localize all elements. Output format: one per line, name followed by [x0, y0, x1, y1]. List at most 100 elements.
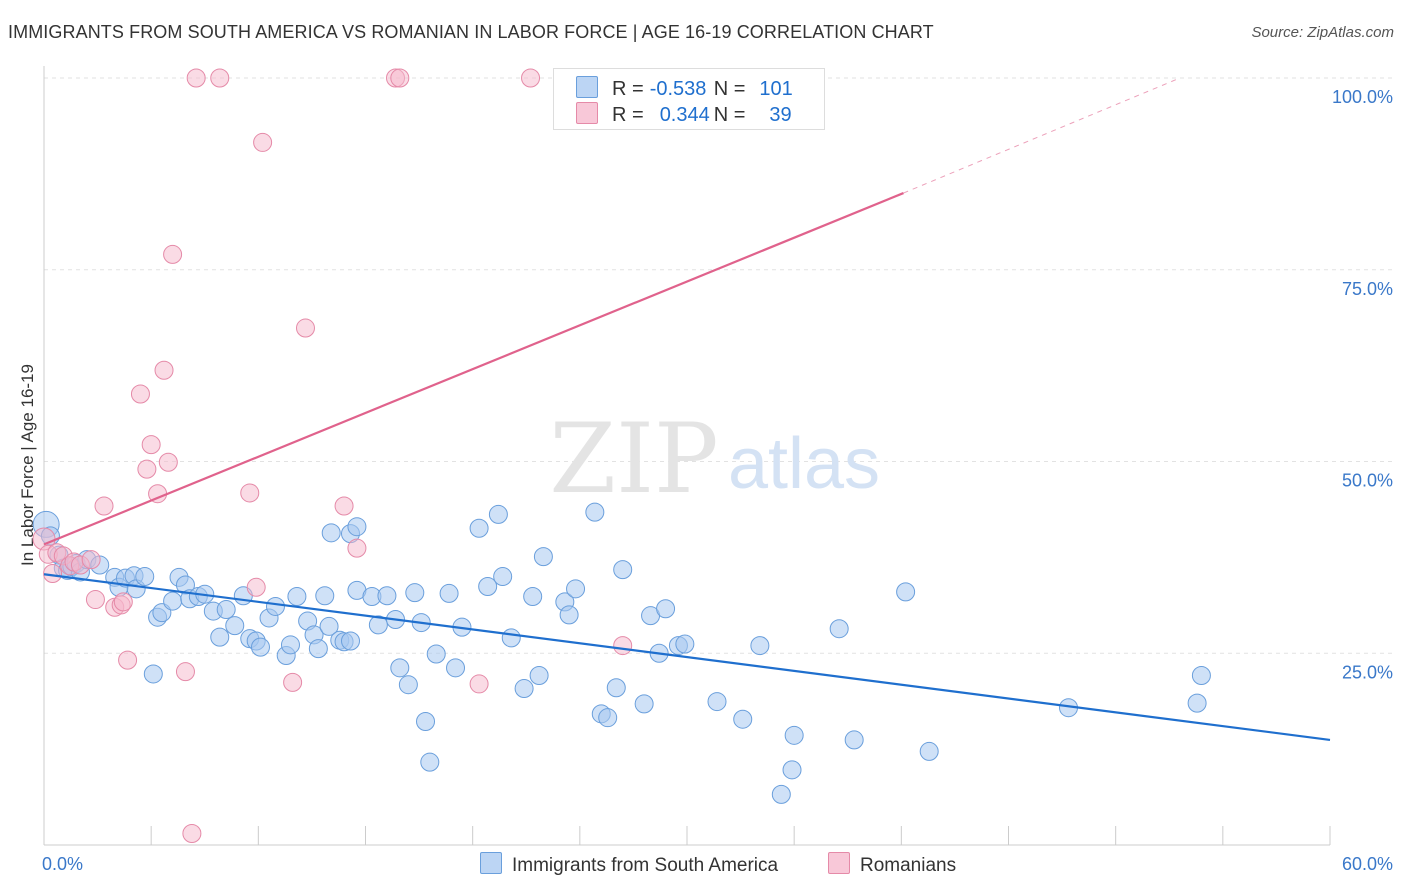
data-point-immigrants	[426, 644, 446, 664]
data-point-romanians	[334, 496, 354, 516]
data-point-immigrants	[469, 518, 489, 538]
watermark-atlas: atlas	[728, 424, 880, 504]
data-point-immigrants	[675, 634, 695, 654]
data-point-romanians	[94, 496, 114, 516]
data-point-immigrants	[533, 547, 553, 567]
data-point-immigrants	[559, 605, 579, 625]
trendline-immigrants	[43, 573, 1331, 742]
data-point-immigrants	[1187, 693, 1207, 713]
data-point-immigrants	[566, 579, 586, 599]
correlation-legend: R = -0.538 N = 101 R = 0.344 N = 39	[553, 68, 825, 130]
data-point-immigrants	[523, 586, 543, 606]
data-point-immigrants	[919, 741, 939, 761]
data-point-romanians	[210, 68, 230, 88]
chart-title: IMMIGRANTS FROM SOUTH AMERICA VS ROMANIA…	[8, 22, 934, 42]
source-label: Source: ZipAtlas.com	[1251, 24, 1394, 41]
legend-swatch-blue	[576, 76, 598, 98]
data-point-immigrants	[347, 517, 367, 537]
y-tick-label: 50.0%	[1342, 471, 1393, 491]
bottom-legend-romanians: Romanians	[828, 852, 956, 877]
data-point-immigrants	[377, 586, 397, 606]
data-point-romanians	[283, 672, 303, 692]
data-point-romanians	[141, 435, 161, 455]
watermark-zip: ZIP	[549, 403, 718, 515]
data-point-immigrants	[265, 596, 285, 616]
x-tick-label: 60.0%	[1342, 854, 1393, 874]
y-tick-label: 100.0%	[1332, 87, 1393, 107]
data-point-romanians	[182, 823, 202, 843]
data-point-immigrants	[280, 635, 300, 655]
legend-r-label: R =	[612, 78, 644, 100]
trendline-romanians-extension	[903, 77, 1181, 194]
data-point-immigrants	[1191, 665, 1211, 685]
legend-n-label: N =	[713, 104, 746, 126]
data-point-immigrants	[613, 560, 633, 580]
data-point-romanians	[158, 452, 178, 472]
data-point-immigrants	[439, 583, 459, 603]
data-point-immigrants	[733, 709, 753, 729]
data-point-romanians	[246, 577, 266, 597]
trend-lines	[43, 77, 1331, 742]
data-point-immigrants	[606, 678, 626, 698]
data-point-romanians	[240, 483, 260, 503]
data-point-immigrants	[416, 712, 436, 732]
data-point-immigrants	[405, 583, 425, 603]
data-point-romanians	[186, 68, 206, 88]
grid-lines	[44, 77, 1392, 654]
data-point-romanians	[137, 459, 157, 479]
legend-r-value: -0.538	[649, 78, 707, 100]
data-point-immigrants	[771, 784, 791, 804]
data-point-immigrants	[315, 586, 335, 606]
data-point-immigrants	[321, 523, 341, 543]
series-romanians-points	[32, 68, 817, 843]
legend-row-romanians: R = 0.344 N = 39	[576, 102, 792, 126]
trendline-romanians	[43, 192, 904, 546]
data-point-immigrants	[634, 694, 654, 714]
data-point-immigrants	[478, 577, 498, 597]
tick-labels: 25.0% 50.0% 75.0% 100.0% 0.0% 60.0%	[42, 87, 1393, 874]
data-point-immigrants	[287, 586, 307, 606]
data-point-immigrants	[143, 664, 163, 684]
data-point-romanians	[521, 68, 541, 88]
data-point-immigrants	[225, 616, 245, 636]
data-point-immigrants	[784, 725, 804, 745]
data-point-immigrants	[398, 675, 418, 695]
y-tick-label: 25.0%	[1342, 662, 1393, 682]
bottom-legend-label: Romanians	[860, 855, 957, 876]
legend-n-value: 101	[759, 78, 793, 100]
data-point-immigrants	[598, 708, 618, 728]
legend-r-label: R =	[612, 104, 644, 126]
data-point-romanians	[113, 592, 133, 612]
data-point-immigrants	[656, 599, 676, 619]
data-point-immigrants	[514, 679, 534, 699]
data-point-romanians	[163, 244, 183, 264]
data-point-immigrants	[163, 591, 183, 611]
data-point-romanians	[613, 636, 633, 656]
data-point-immigrants	[488, 504, 508, 524]
data-point-immigrants	[340, 631, 360, 651]
data-point-immigrants	[308, 639, 328, 659]
data-point-immigrants	[529, 665, 549, 685]
data-point-immigrants	[493, 567, 513, 587]
data-point-immigrants	[420, 752, 440, 772]
data-point-romanians	[175, 662, 195, 682]
data-point-immigrants	[390, 658, 410, 678]
x-tick-label: 0.0%	[42, 854, 83, 874]
data-point-immigrants	[782, 760, 802, 780]
legend-n-value: 39	[769, 104, 792, 126]
data-point-immigrants	[501, 628, 521, 648]
data-point-immigrants	[210, 627, 230, 647]
data-point-romanians	[154, 360, 174, 380]
legend-swatch-pink	[576, 102, 598, 124]
data-point-romanians	[469, 674, 489, 694]
data-point-romanians	[43, 563, 63, 583]
data-point-immigrants	[844, 730, 864, 750]
data-point-romanians	[347, 538, 367, 558]
legend-n-label: N =	[713, 78, 746, 100]
series-immigrants-points	[32, 502, 1211, 804]
data-point-romanians	[295, 318, 315, 338]
data-point-immigrants	[216, 600, 236, 620]
data-point-immigrants	[135, 567, 155, 587]
data-point-immigrants	[585, 502, 605, 522]
